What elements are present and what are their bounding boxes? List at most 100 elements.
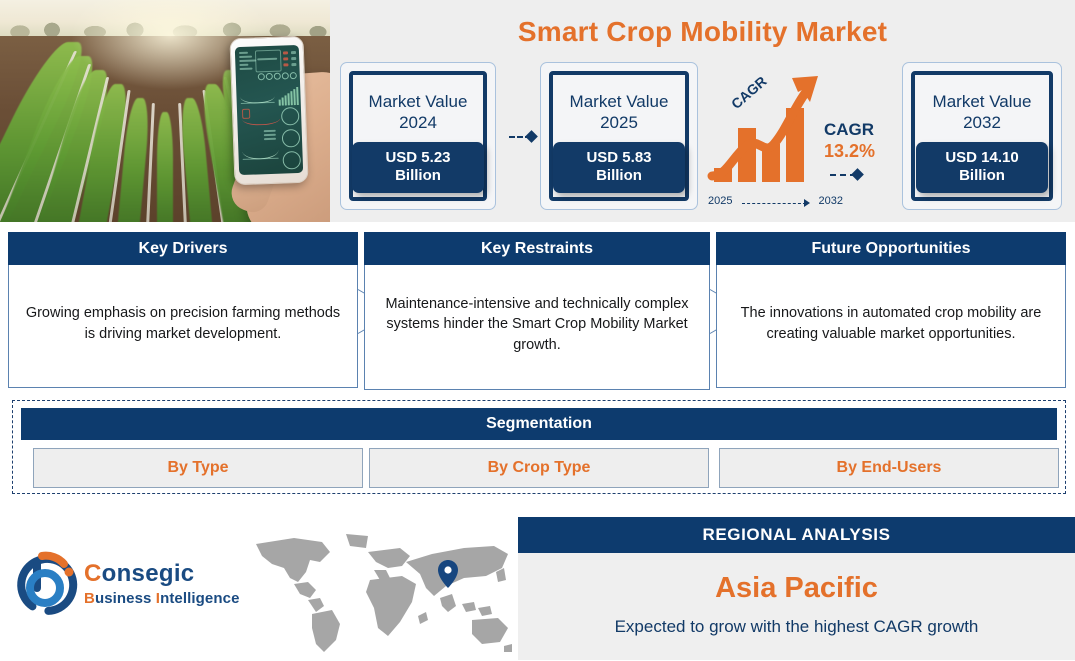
logo-name-rest: onsegic <box>101 560 195 587</box>
cagr-axis-line <box>742 203 806 204</box>
panel-future-opportunities: Future Opportunities The innovations in … <box>716 232 1066 388</box>
cagr-year-axis: 2025 2032 <box>708 195 843 211</box>
cagr-axis-arrow-icon <box>804 199 810 207</box>
panel-key-restraints: Key Restraints Maintenance-intensive and… <box>364 232 710 390</box>
card-value-amount: USD 5.83 <box>586 149 652 167</box>
screen-text-line <box>239 55 253 58</box>
panel-header: Key Drivers <box>8 232 358 265</box>
card-title-year: 2032 <box>963 112 1001 132</box>
smartphone-icon <box>229 35 309 186</box>
hero-photo <box>0 0 330 222</box>
location-pin-icon[interactable] <box>438 560 458 588</box>
phone-dashboard-screen <box>234 44 304 176</box>
cagr-value: 13.2% <box>824 141 876 161</box>
screen-weather-icon <box>257 73 265 81</box>
market-value-card-2024: Market Value 2024 USD 5.23 Billion <box>340 62 496 210</box>
screen-weather-icon <box>289 72 297 80</box>
logo-tagline: Business Intelligence <box>84 590 240 607</box>
screen-status-value <box>291 57 297 61</box>
card-title: Market Value 2032 <box>933 92 1032 133</box>
cagr-start-year: 2025 <box>708 195 733 207</box>
panel-header: Key Restraints <box>364 232 710 265</box>
screen-radar-panel <box>254 49 282 73</box>
card-value-unit: Billion <box>959 167 1005 185</box>
photo-crop-rows <box>0 36 330 222</box>
screen-text-line <box>239 63 249 66</box>
screen-caption-line <box>263 129 276 132</box>
screen-weather-icon <box>281 72 289 80</box>
screen-bottom-axis <box>242 157 279 160</box>
segmentation-cell-by-end-users[interactable]: By End-Users <box>719 448 1059 488</box>
card-value-pill: USD 14.10 Billion <box>916 142 1048 194</box>
world-map-icon <box>256 534 512 652</box>
screen-action-button <box>281 128 301 148</box>
consegic-b-circle-icon <box>17 551 78 615</box>
cagr-label: CAGR <box>824 120 875 139</box>
card-value-amount: USD 5.23 <box>385 149 451 167</box>
regional-analysis-note: Expected to grow with the highest CAGR g… <box>614 617 979 636</box>
card-title-line1: Market Value <box>932 92 1032 111</box>
logo-sub-ntelligence: ntelligence <box>160 590 240 607</box>
logo-name-first: C <box>84 560 102 587</box>
card-title: Market Value 2025 <box>570 92 669 133</box>
market-value-card-2032: Market Value 2032 USD 14.10 Billion <box>902 62 1062 210</box>
card-value-pill: USD 5.83 Billion <box>553 142 685 194</box>
screen-action-button <box>282 150 302 170</box>
screen-weather-icon <box>265 72 273 81</box>
card-title-line1: Market Value <box>368 92 468 111</box>
screen-weather-icon <box>273 72 281 80</box>
card-title-line1: Market Value <box>569 92 669 111</box>
card-title: Market Value 2024 <box>369 92 468 133</box>
panel-body: The innovations in automated crop mobili… <box>740 304 1042 342</box>
page-title: Smart Crop Mobility Market <box>517 16 888 47</box>
growth-bar-arrow-icon <box>707 76 818 182</box>
screen-status-dot <box>283 57 289 61</box>
screen-status-value <box>290 51 297 55</box>
screen-caption-line <box>263 137 277 140</box>
brand-logo: Consegic Business Intelligence <box>12 548 242 620</box>
screen-bar <box>284 95 287 106</box>
segmentation-cell-by-crop-type[interactable]: By Crop Type <box>369 448 709 488</box>
screen-chart-axis <box>240 101 275 104</box>
screen-text-line <box>239 67 253 70</box>
screen-status-value <box>291 63 297 67</box>
panel-body: Maintenance-intensive and technically co… <box>385 295 689 353</box>
screen-bar <box>287 93 290 106</box>
screen-bar <box>296 86 299 106</box>
segmentation-header: Segmentation <box>21 408 1057 440</box>
crop-row <box>157 112 173 222</box>
regional-analysis-region: Asia Pacific <box>715 572 878 604</box>
panel-key-drivers: Key Drivers Growing emphasis on precisio… <box>8 232 358 388</box>
card-title-year: 2025 <box>600 112 638 132</box>
screen-status-dot <box>282 51 289 55</box>
card-value-pill: USD 5.23 Billion <box>352 142 484 194</box>
cagr-graphic: CAGR CAGR 13.2% 2025 2032 <box>706 72 896 214</box>
card-value-unit: Billion <box>596 167 642 185</box>
screen-text-line <box>239 59 257 62</box>
card-inner: Market Value 2032 USD 14.10 Billion <box>911 71 1053 201</box>
screen-bar <box>278 99 281 106</box>
card-value-unit: Billion <box>395 167 441 185</box>
screen-legend-swatch <box>241 108 251 119</box>
regional-analysis-section: REGIONAL ANALYSIS Asia Pacific Expected … <box>518 517 1075 660</box>
screen-action-button <box>280 106 300 126</box>
logo-sub-b: B <box>84 590 95 607</box>
market-value-card-2025: Market Value 2025 USD 5.83 Billion <box>540 62 698 210</box>
connector-line-1 <box>509 136 531 138</box>
card-inner: Market Value 2025 USD 5.83 Billion <box>549 71 689 201</box>
card-inner: Market Value 2024 USD 5.23 Billion <box>349 71 487 201</box>
screen-text-line <box>238 51 248 54</box>
logo-wordmark: Consegic <box>84 560 194 588</box>
cagr-end-year: 2032 <box>818 195 843 207</box>
card-title-year: 2024 <box>399 112 437 132</box>
logo-sub-i: I <box>155 590 161 607</box>
segmentation-cell-by-type[interactable]: By Type <box>33 448 363 488</box>
regional-analysis-header: REGIONAL ANALYSIS <box>518 517 1075 553</box>
connector-line-2 <box>830 174 856 176</box>
panel-body: Growing emphasis on precision farming me… <box>25 304 341 342</box>
logo-sub-usiness: usiness <box>94 590 156 607</box>
panel-header: Future Opportunities <box>716 232 1066 265</box>
world-map <box>250 532 518 656</box>
card-value-amount: USD 14.10 <box>945 149 1019 167</box>
